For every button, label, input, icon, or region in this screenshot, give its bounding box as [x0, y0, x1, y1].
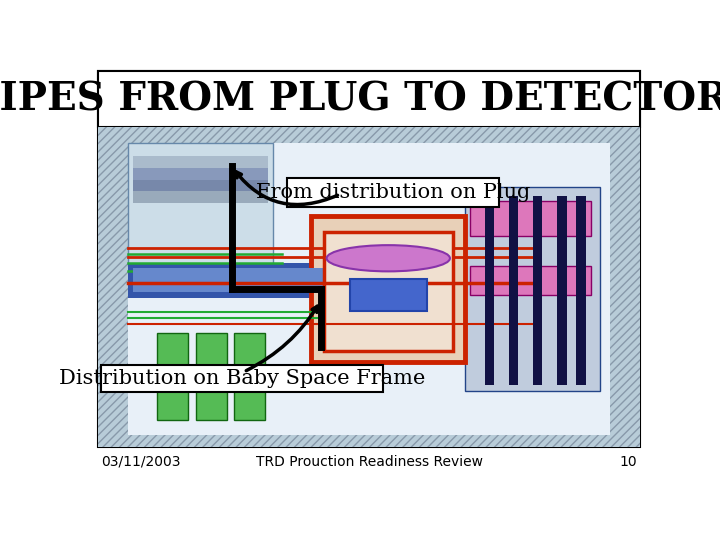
Bar	[576, 195, 586, 385]
Text: TRD Prouction Readiness Review: TRD Prouction Readiness Review	[256, 455, 482, 469]
Bar	[133, 180, 268, 192]
Bar	[128, 143, 610, 435]
Bar	[99, 127, 639, 447]
Bar	[311, 216, 465, 362]
Bar	[157, 333, 189, 420]
Bar	[287, 178, 499, 207]
Bar	[128, 143, 273, 266]
Bar	[196, 333, 227, 420]
Text: From distribution on Plug: From distribution on Plug	[256, 183, 530, 202]
Bar	[533, 195, 542, 385]
Bar	[99, 127, 639, 143]
Bar	[133, 191, 268, 203]
Bar	[470, 201, 590, 237]
Bar	[101, 364, 382, 392]
Bar	[485, 195, 494, 385]
Bar	[350, 279, 427, 310]
Bar	[133, 168, 268, 180]
Bar	[234, 333, 266, 420]
Text: PIPES FROM PLUG TO DETECTOR 1: PIPES FROM PLUG TO DETECTOR 1	[0, 80, 720, 118]
Bar	[99, 71, 639, 127]
Bar	[323, 232, 453, 352]
Bar	[470, 266, 590, 295]
Bar	[610, 127, 639, 447]
Bar	[128, 262, 345, 298]
Bar	[99, 127, 128, 447]
Text: 10: 10	[619, 455, 637, 469]
Bar	[133, 156, 268, 167]
Ellipse shape	[327, 245, 450, 272]
Bar	[133, 268, 340, 292]
Bar	[509, 195, 518, 385]
Text: Distribution on Baby Space Frame: Distribution on Baby Space Frame	[58, 369, 425, 388]
Bar	[465, 187, 600, 391]
Text: 03/11/2003: 03/11/2003	[101, 455, 181, 469]
Bar	[99, 435, 639, 447]
Bar	[557, 195, 567, 385]
